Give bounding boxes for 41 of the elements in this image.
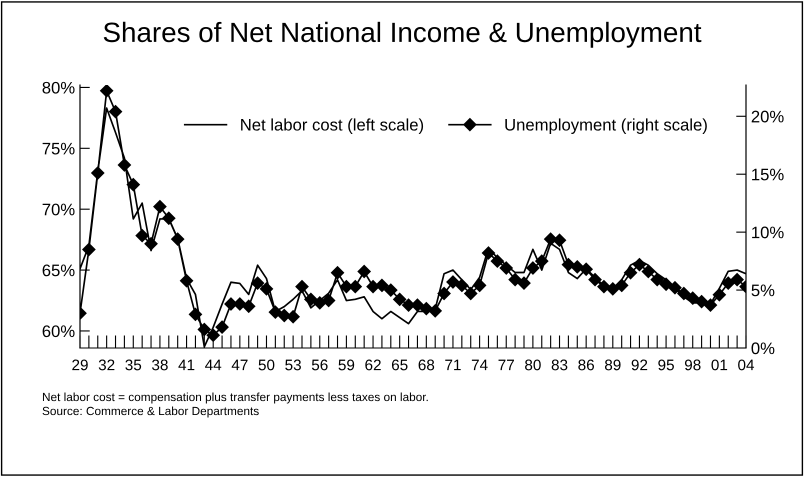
x-tick-label: 56: [312, 360, 328, 370]
x-tick-label: 74: [472, 360, 488, 370]
x-tick-label: 53: [285, 360, 301, 370]
y-tick-label: 80%: [42, 82, 75, 94]
source-note: Source: Commerce & Labor Departments: [42, 406, 259, 418]
x-tick-label: 92: [632, 360, 648, 370]
x-tick-label: 95: [658, 360, 674, 370]
x-tick-label: 80: [525, 360, 541, 370]
y-tick-label: 60%: [42, 325, 75, 338]
x-tick-label: 01: [711, 360, 728, 370]
x-tick-label: 38: [152, 360, 168, 370]
x-tick-label: 44: [205, 360, 222, 370]
x-tick-label: 04: [738, 360, 754, 370]
chart-title: Shares of Net National Income & Unemployment: [104, 22, 702, 48]
y2-tick-label: 5%: [752, 284, 774, 296]
y-tick-label: 70%: [42, 204, 75, 216]
x-tick-label: 98: [684, 360, 701, 370]
x-tick-label: 47: [232, 360, 248, 370]
text: Net labor cost = compensation plus transfer payments less taxes on labor.: [42, 392, 428, 404]
legend-label: Net labor cost (left scale): [241, 118, 424, 134]
x-tick-label: 68: [418, 360, 434, 370]
x-tick-label: 86: [578, 360, 594, 370]
x-tick-label: 50: [258, 360, 274, 370]
x-tick-label: 77: [498, 360, 514, 370]
y2-tick-label: 0%: [752, 342, 774, 354]
x-tick-label: 29: [72, 360, 88, 370]
x-tick-label: 65: [392, 360, 408, 370]
x-tick-label: 59: [338, 360, 354, 370]
legend-label: Unemployment (right scale): [505, 118, 707, 134]
x-tick-label: 32: [98, 360, 114, 370]
x-tick-label: 71: [445, 360, 461, 370]
y2-tick-label: 15%: [752, 168, 784, 180]
x-tick-label: 83: [552, 360, 568, 370]
x-tick-label: 62: [365, 360, 381, 370]
y2-tick-label: 20%: [752, 110, 784, 122]
y2-tick-label: 10%: [752, 226, 784, 238]
y-tick-label: 75%: [42, 142, 75, 155]
x-tick-label: 41: [178, 360, 194, 370]
y-tick-label: 65%: [42, 264, 75, 276]
x-tick-label: 89: [604, 360, 621, 370]
x-tick-label: 35: [125, 360, 142, 370]
